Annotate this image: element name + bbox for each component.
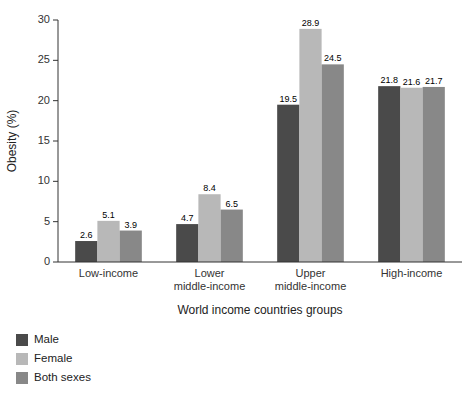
data-label: 21.8 xyxy=(381,75,399,85)
data-label: 28.9 xyxy=(302,18,320,28)
data-label: 4.7 xyxy=(181,213,194,223)
y-tick xyxy=(53,20,58,21)
chart-svg: 0 5 10 15 20 25 30 2.6 4.7 19.5 21.8 5.1 8.4 28.9 21.6… xyxy=(0,0,474,420)
bars xyxy=(75,29,445,262)
bar xyxy=(97,221,119,262)
bar xyxy=(176,224,198,262)
data-label: 24.5 xyxy=(324,53,342,63)
legend-label: Male xyxy=(34,333,59,345)
bar xyxy=(299,29,321,262)
y-tick-label: 10 xyxy=(38,174,50,186)
bar xyxy=(378,86,400,262)
legend-swatch xyxy=(16,372,28,384)
bar xyxy=(423,87,445,262)
data-label: 21.7 xyxy=(425,76,443,86)
x-tick-label: Low-income xyxy=(79,267,138,279)
y-tick xyxy=(53,262,58,263)
y-tick-label: 5 xyxy=(44,215,50,227)
data-label: 6.5 xyxy=(225,199,238,209)
bar xyxy=(198,194,220,262)
y-axis-title: Obesity (%) xyxy=(5,110,19,173)
data-label: 8.4 xyxy=(203,183,216,193)
y-tick xyxy=(53,141,58,142)
y-tick xyxy=(53,100,58,101)
data-labels: 2.6 4.7 19.5 21.8 5.1 8.4 28.9 21.6 3.9 6.5 24.5 21… xyxy=(80,18,442,240)
y-tick-label: 25 xyxy=(38,53,50,65)
bar xyxy=(120,231,142,262)
bar xyxy=(400,88,422,262)
legend-swatch xyxy=(16,353,28,365)
y-axis-line xyxy=(58,20,59,262)
legend-swatch xyxy=(16,334,28,346)
y-tick-label: 15 xyxy=(38,134,50,146)
y-tick-label: 0 xyxy=(44,255,50,267)
x-axis: Low-income Lowermiddle-income Uppermiddle-… xyxy=(79,267,443,292)
data-label: 21.6 xyxy=(403,77,421,87)
chart-container: 0 5 10 15 20 25 30 2.6 4.7 19.5 21.8 5.1 8.4 28.9 21.6… xyxy=(0,0,474,420)
y-axis: 0 5 10 15 20 25 30 xyxy=(38,13,58,267)
bar xyxy=(221,210,243,262)
legend-label: Both sexes xyxy=(34,371,91,383)
y-tick xyxy=(53,221,58,222)
data-label: 5.1 xyxy=(102,210,115,220)
bar xyxy=(75,241,97,262)
x-tick-label: Lowermiddle-income xyxy=(174,267,246,292)
data-label: 3.9 xyxy=(124,220,137,230)
legend: Male Female Both sexes xyxy=(16,333,91,384)
x-tick-label: High-income xyxy=(381,267,443,279)
legend-label: Female xyxy=(34,352,72,364)
x-axis-line xyxy=(58,262,462,263)
data-label: 19.5 xyxy=(280,94,298,104)
x-tick-label: Uppermiddle-income xyxy=(275,267,347,292)
x-axis-title: World income countries groups xyxy=(177,303,342,317)
y-tick xyxy=(53,181,58,182)
bar xyxy=(277,105,299,262)
data-label: 2.6 xyxy=(80,230,93,240)
y-tick xyxy=(53,60,58,61)
bar xyxy=(322,64,344,262)
y-tick-label: 30 xyxy=(38,13,50,25)
y-tick-label: 20 xyxy=(38,94,50,106)
